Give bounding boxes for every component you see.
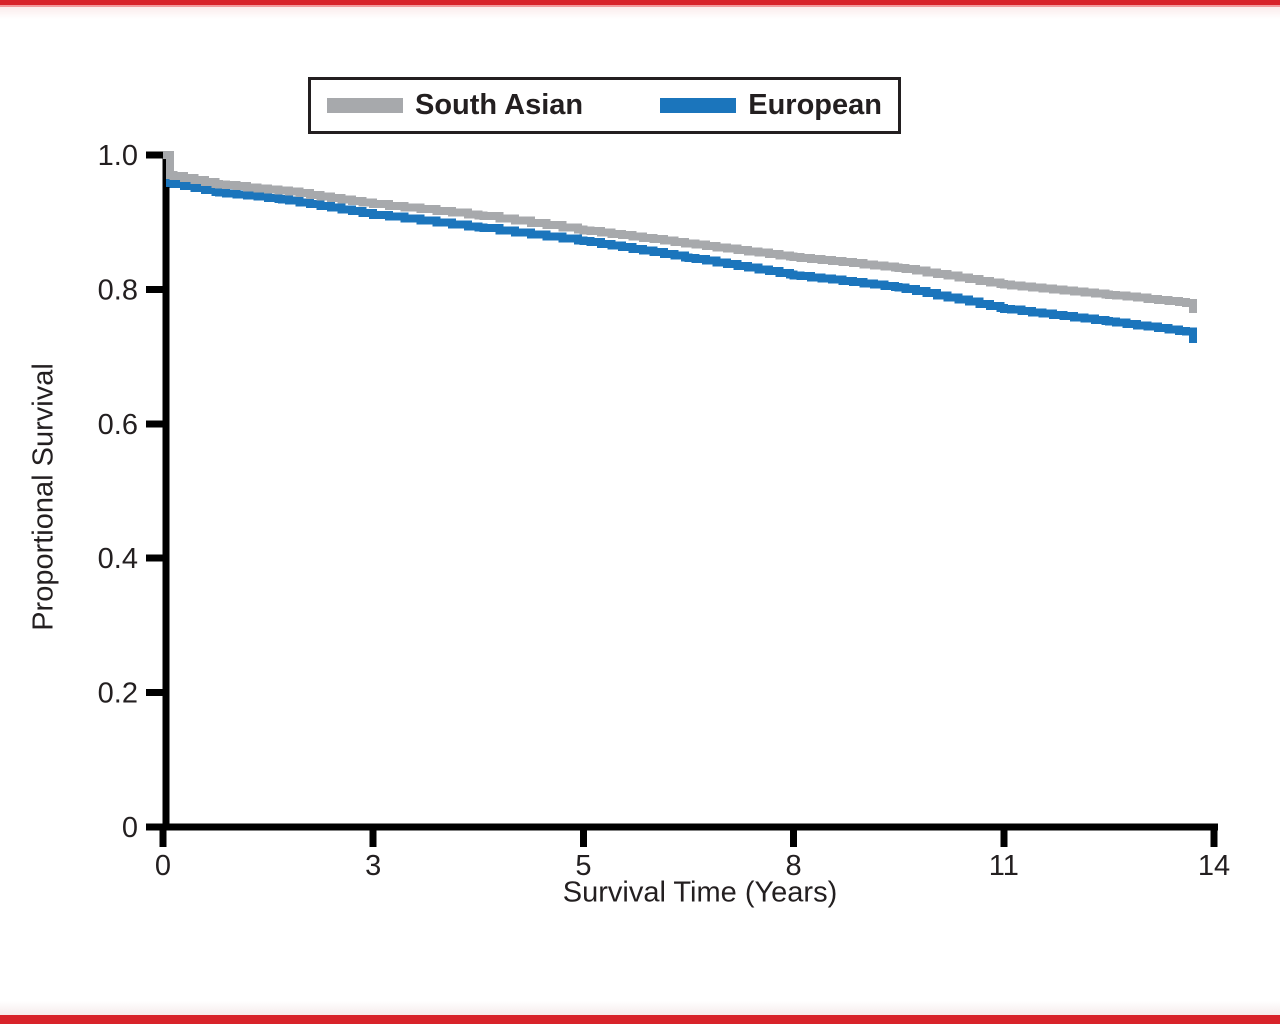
- bottom-red-bar: [0, 1015, 1280, 1024]
- y-tick-label-2: 0.6: [98, 409, 138, 441]
- x-tick-label-4: 11: [989, 850, 1019, 882]
- x-axis-title: Survival Time (Years): [562, 876, 838, 909]
- x-tick-label-3: 8: [786, 850, 802, 882]
- legend-item-european: European: [660, 89, 882, 122]
- y-tick-label-5: 0: [122, 812, 138, 844]
- y-tick-label-1: 0.8: [98, 274, 138, 306]
- x-tick-label-5: 14: [1198, 850, 1230, 882]
- bottom-red-bar-fade: [0, 1001, 1280, 1015]
- series-path-european: [163, 151, 1197, 344]
- x-tick-label-1: 3: [365, 850, 381, 882]
- x-tick-label-0: 0: [155, 850, 171, 882]
- x-tick-label-2: 5: [575, 850, 591, 882]
- top-red-bar-fade: [0, 7, 1280, 19]
- y-tick-label-4: 0.2: [98, 678, 138, 710]
- european-swatch: [660, 98, 737, 113]
- series-path-south-asian: [163, 151, 1197, 313]
- legend-label-south-asian: South Asian: [415, 89, 584, 121]
- legend-label-european: European: [748, 89, 882, 121]
- y-tick-label-0: 1.0: [98, 140, 138, 172]
- south-asian-swatch: [327, 98, 403, 113]
- y-axis-title: Proportional Survival: [27, 363, 60, 631]
- y-tick-label-3: 0.4: [98, 543, 138, 575]
- legend: South Asian European: [308, 77, 901, 134]
- top-red-bar: [0, 0, 1280, 7]
- legend-item-south-asian: South Asian: [327, 89, 583, 122]
